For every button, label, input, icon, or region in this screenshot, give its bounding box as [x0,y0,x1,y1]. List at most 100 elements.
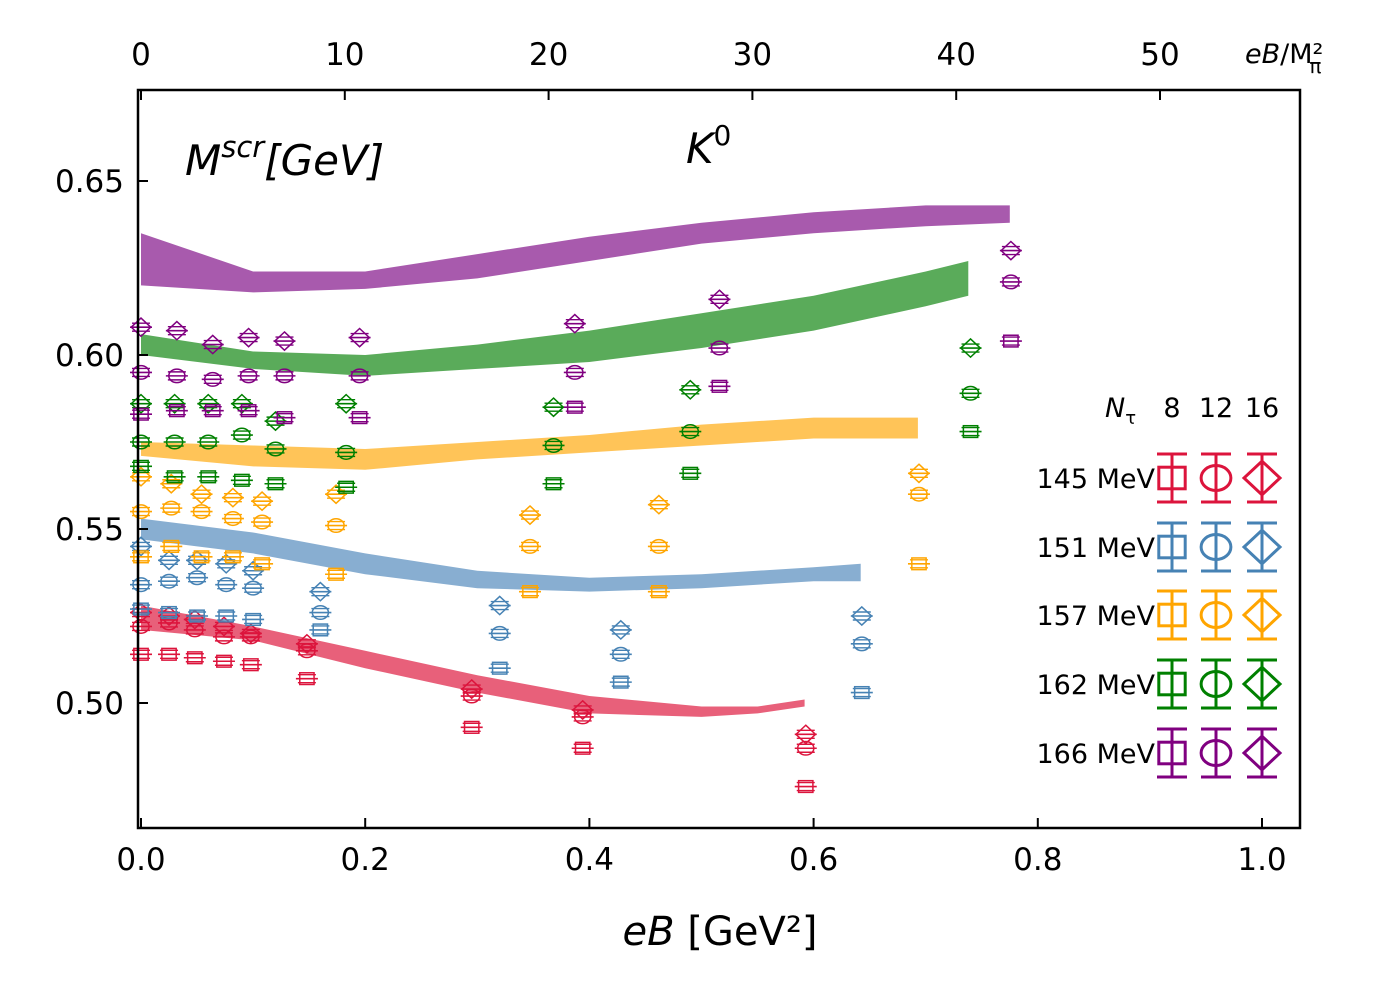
data-points [130,240,1022,794]
square-marker [193,550,210,564]
data-point [563,364,586,380]
band-166 [141,205,1010,293]
legend-marker [1199,658,1233,710]
diamond-marker [959,337,982,359]
legend-row-label: 151 MeV [1037,533,1156,564]
data-point [130,459,152,473]
circle-legend-marker [1199,601,1233,629]
data-point [130,618,152,634]
data-point [183,651,206,665]
legend-row-label: 157 MeV [1037,601,1156,632]
circle-marker [710,340,729,356]
x-tick-label: 1.0 [1237,842,1286,878]
data-point [295,633,318,654]
data-point [325,518,348,534]
square-marker [233,473,250,487]
data-point [212,654,235,668]
data-point [518,504,541,526]
data-point [273,368,296,384]
data-point [158,573,181,589]
circle-marker [327,518,345,534]
data-point [794,724,817,745]
legend-column-label: 8 [1163,393,1180,424]
square-marker [267,477,284,491]
top-x-tick-label: 0 [131,37,151,73]
data-point [959,424,982,439]
data-point [518,538,541,554]
square-legend-marker [1157,534,1187,560]
data-point [160,500,183,516]
data-point [309,605,332,621]
circle-marker [1002,274,1020,290]
diamond-marker [908,463,930,484]
data-point [230,427,253,443]
data-point [999,334,1022,348]
diamond-marker [679,379,702,400]
data-point [518,585,541,599]
legend-marker [1241,521,1283,573]
data-point [197,470,220,484]
chart-title: K0 [686,119,731,173]
diamond-marker [460,678,483,700]
circle-marker [244,580,262,596]
data-point [708,289,731,310]
square-marker [200,470,217,484]
x-tick-label: 0.6 [789,842,838,878]
square-marker [204,404,221,418]
data-point [242,612,265,627]
data-point [215,609,238,623]
circle-marker [132,618,150,634]
square-marker [1002,334,1019,348]
data-point [239,623,262,644]
circle-marker [311,605,330,621]
data-point [186,609,209,623]
circle-marker [192,504,211,520]
data-point [130,647,152,661]
circle-marker [681,424,700,440]
data-point [850,605,873,627]
data-point [190,484,213,505]
data-point [221,487,244,508]
legend-column-label: 16 [1245,393,1279,424]
band-151 [141,518,861,592]
circle-marker [566,364,584,380]
data-point [273,330,296,352]
data-point [460,678,483,700]
square-marker [168,404,185,418]
legend: Nτ 8 12 16 145 MeV 151 MeV 157 MeV 162 MeV 166 M… [1037,393,1283,779]
circle-marker [224,511,242,527]
data-point [251,491,274,512]
data-point [186,570,209,586]
diamond-legend-marker [1241,734,1283,772]
diamond-marker [166,320,188,341]
circle-marker [275,368,294,384]
data-point [999,240,1022,261]
data-point [850,685,873,700]
square-legend-marker [1157,740,1187,766]
data-point [850,636,873,652]
diamond-marker [130,466,152,487]
circle-marker [132,434,150,450]
legend-marker [1199,589,1233,641]
square-marker [463,720,480,734]
data-point [264,441,287,457]
square-marker [711,379,728,393]
top-x-tick-label: 10 [325,37,364,73]
square-marker [166,470,183,484]
data-point [309,623,332,637]
square-marker [491,661,508,675]
data-point [335,480,358,494]
data-point [542,437,565,453]
circle-marker [217,577,236,593]
data-point [237,404,260,418]
diamond-marker [130,393,152,414]
data-point [158,550,181,571]
diamond-marker [237,327,260,348]
legend-marker [1199,727,1233,779]
legend-marker [1199,452,1233,504]
legend-marker [1157,658,1187,710]
square-marker [163,539,180,553]
data-point [460,720,483,734]
square-marker [276,411,293,425]
x-tick-label: 0.4 [565,842,614,878]
